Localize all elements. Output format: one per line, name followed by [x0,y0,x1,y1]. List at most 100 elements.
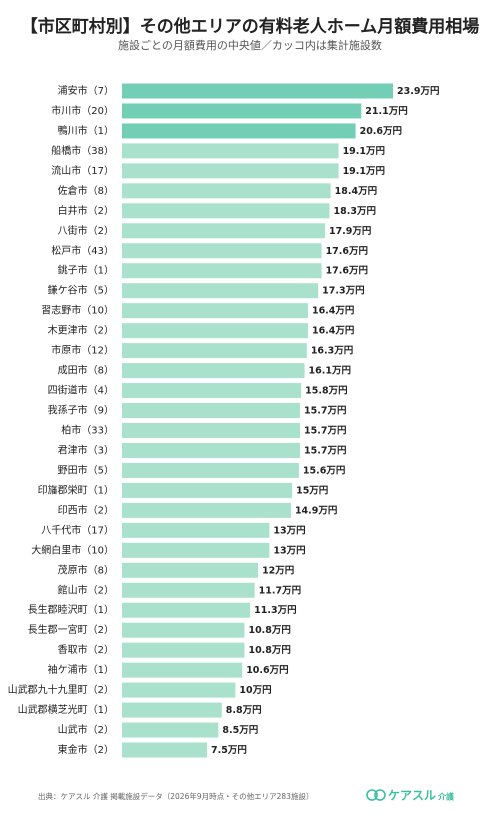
value-label: 16.3万円 [311,346,353,357]
value-label: 15.8万円 [305,386,347,397]
bar [122,442,301,458]
bar [122,263,322,279]
category-label: 大網白里市（10） [31,543,114,556]
category-label: 香取市（2） [58,643,114,656]
bar [122,403,301,419]
value-label: 10.8万円 [248,645,290,656]
category-label: 市原市（12） [51,344,114,357]
bar [122,582,255,598]
bar [122,303,308,319]
value-label: 10.8万円 [248,625,290,636]
value-label: 8.8万円 [226,705,262,716]
bar [122,123,356,139]
logo-name: ケアスル [388,789,436,803]
value-label: 19.1万円 [343,166,385,177]
value-label: 15.7万円 [304,425,346,436]
chart-subtitle: 施設ごとの月額費用の中央値／カッコ内は集計施設数 [118,38,382,52]
category-label: 柏市（33） [61,423,114,436]
category-label: 山武市（2） [58,723,114,736]
logo-sub: 介護 [437,792,455,802]
category-label: 船橋市（38） [51,144,114,157]
category-label: 山武郡横芝光町（1） [18,703,114,716]
category-label: 長生郡一宮町（2） [28,623,114,636]
chart-title: 【市区町村別】その他エリアの有料老人ホーム月額費用相場 [21,16,480,37]
value-label: 8.5万円 [222,725,258,736]
category-label: 野田市（5） [58,463,114,476]
category-label: 鴨川市（1） [58,124,114,137]
value-label: 18.4万円 [335,186,377,197]
value-label: 15万円 [296,485,328,496]
bar [122,203,330,219]
bar [122,462,299,478]
bar [122,83,393,99]
value-label: 21.1万円 [365,106,407,117]
category-label: 松戸市（43） [51,244,114,257]
category-label: 茂原市（8） [58,563,114,576]
bar [122,522,270,538]
category-label: 成田市（8） [58,364,114,377]
value-label: 16.1万円 [309,366,351,377]
value-label: 12万円 [262,565,294,576]
value-label: 10万円 [239,685,271,696]
value-label: 13万円 [273,545,305,556]
bar [122,103,362,119]
bar [122,283,319,299]
category-label: 山武郡九十九里町（2） [8,683,114,696]
bar [122,363,305,379]
bar [122,722,219,738]
logo-icon [366,789,386,801]
category-label: 木更津市（2） [48,324,114,337]
value-label: 17.3万円 [322,286,364,297]
category-label: 銚子市（1） [58,264,114,277]
value-label: 11.7万円 [259,585,301,596]
category-label: 印西市（2） [58,503,114,516]
bar [122,702,222,718]
category-label: 四街道市（4） [48,384,114,397]
bar [122,183,331,199]
bar [122,343,307,359]
value-label: 15.7万円 [304,445,346,456]
value-label: 11.3万円 [254,605,296,616]
source: 出典：ケアスル 介護 掲載施設データ（2026年9月時点・その他エリア283施設… [38,791,313,801]
value-label: 10.6万円 [246,665,288,676]
category-label: 流山市（17） [51,164,114,177]
bar [122,143,339,159]
value-label: 14.9万円 [295,505,337,516]
category-label: 八千代市（17） [41,523,114,536]
value-label: 13万円 [273,525,305,536]
category-label: 東金市（2） [58,743,114,756]
bar [122,422,301,438]
value-label: 15.6万円 [303,465,345,476]
category-label: 習志野市（10） [41,304,114,317]
value-label: 16.4万円 [312,326,354,337]
category-label: 市川市（20） [51,104,114,117]
value-label: 15.7万円 [304,406,346,417]
category-label: 長生郡睦沢町（1） [28,603,114,616]
bar [122,383,302,399]
category-label: 浦安市（7） [58,84,114,97]
value-label: 19.1万円 [343,146,385,157]
bar [122,542,270,558]
bar [122,323,308,339]
value-label: 23.9万円 [397,86,439,97]
bar [122,742,208,758]
bar [122,243,322,259]
value-label: 17.9万円 [329,226,371,237]
category-label: 佐倉市（8） [58,184,114,197]
bar [122,662,243,678]
bar [122,163,339,179]
category-label: 印旛郡栄町（1） [38,483,114,496]
category-label: 白井市（2） [58,204,114,217]
bar [122,482,293,498]
value-label: 17.6万円 [326,246,368,257]
bar [122,642,245,658]
category-label: 鎌ケ谷市（5） [48,284,114,297]
value-label: 16.4万円 [312,306,354,317]
category-label: 館山市（2） [58,583,114,596]
category-label: 君津市（3） [58,443,114,456]
category-label: 我孫子市（9） [48,404,114,417]
value-label: 17.6万円 [326,266,368,277]
bar [122,223,325,239]
